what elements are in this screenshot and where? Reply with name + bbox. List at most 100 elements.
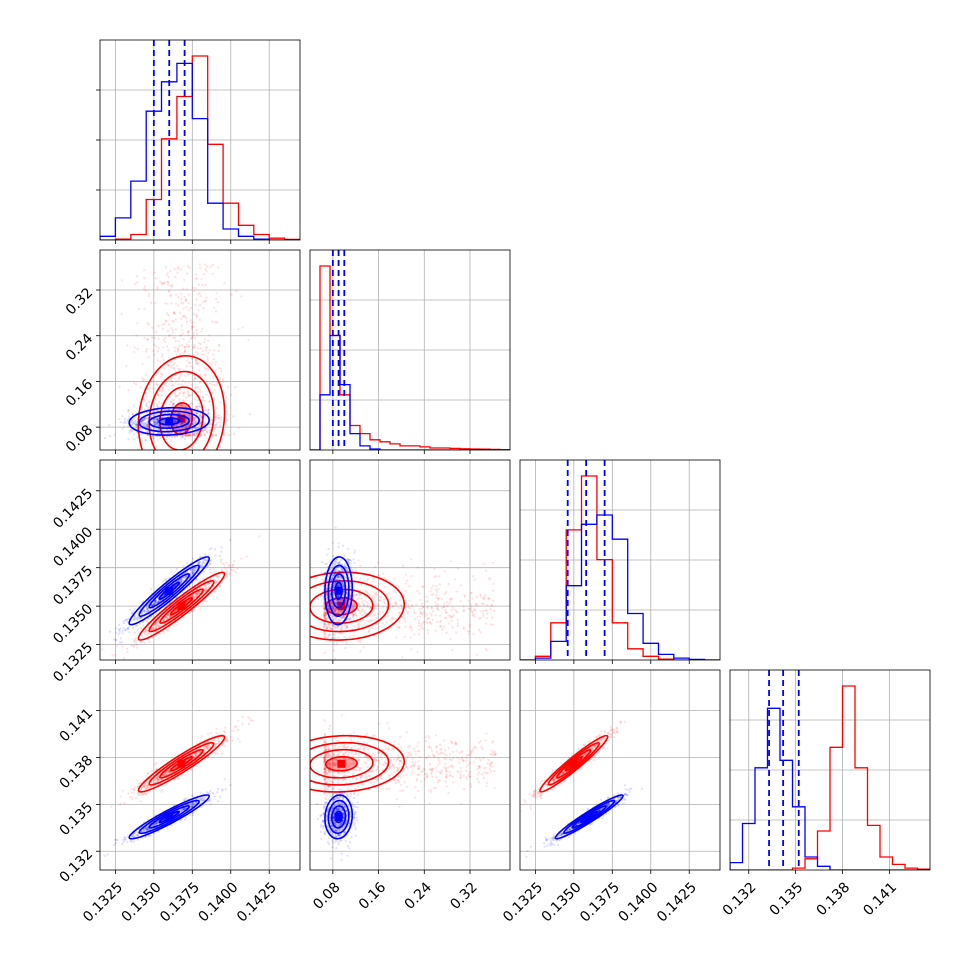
sample-point: [173, 346, 176, 349]
sample-point: [193, 411, 196, 414]
sample-point: [167, 349, 170, 352]
sample-point: [220, 546, 223, 549]
sample-point: [203, 338, 206, 341]
sample-point: [356, 623, 359, 626]
sample-point: [324, 612, 327, 615]
sample-point: [338, 584, 341, 587]
sample-point: [441, 607, 444, 610]
sample-point: [352, 595, 355, 598]
sample-point: [145, 347, 149, 351]
sample-point: [379, 582, 382, 586]
sample-point: [325, 627, 329, 630]
sample-point: [202, 586, 205, 589]
sample-point: [164, 384, 167, 387]
sample-point: [204, 587, 207, 591]
sample-point: [439, 614, 442, 617]
sample-point: [152, 387, 155, 391]
sample-point: [171, 384, 174, 387]
sample-point: [147, 406, 150, 409]
sample-point: [334, 578, 337, 581]
sample-point: [180, 416, 183, 419]
sample-point: [159, 436, 162, 439]
sample-point: [223, 577, 226, 580]
sample-point: [343, 635, 346, 639]
sample-point: [146, 425, 149, 428]
sample-point: [184, 417, 187, 420]
sample-point: [420, 626, 423, 629]
sample-point: [131, 421, 134, 424]
sample-point: [410, 575, 413, 578]
sample-point: [179, 268, 183, 271]
sample-point: [122, 622, 126, 625]
sample-point: [146, 434, 149, 437]
sample-point: [478, 617, 481, 620]
sample-point: [211, 433, 214, 436]
sample-point: [338, 578, 342, 582]
sample-point: [200, 415, 203, 418]
sample-point: [344, 646, 347, 649]
sample-point: [145, 629, 148, 632]
sample-point: [361, 625, 364, 628]
sample-point: [156, 622, 160, 626]
sample-point: [166, 425, 169, 428]
sample-point: [148, 400, 151, 403]
sample-point: [469, 608, 472, 611]
sample-point: [167, 425, 171, 428]
sample-point: [166, 615, 169, 618]
sample-point: [156, 288, 159, 291]
sample-point: [202, 559, 205, 562]
sample-point: [325, 618, 329, 621]
sample-point: [338, 601, 341, 604]
sample-point: [218, 344, 221, 347]
sample-point: [189, 570, 192, 573]
sample-point: [385, 593, 388, 597]
sample-point: [337, 617, 340, 621]
sample-point: [374, 591, 377, 594]
sample-point: [187, 415, 190, 418]
sample-point: [189, 423, 192, 426]
sample-point: [225, 561, 228, 564]
sample-point: [479, 595, 482, 598]
sample-point: [146, 604, 149, 607]
sample-point: [193, 568, 197, 572]
sample-point: [215, 310, 218, 313]
sample-point: [173, 367, 176, 370]
sample-point: [213, 384, 216, 387]
sample-point: [335, 561, 338, 564]
sample-point: [181, 405, 184, 408]
sample-point: [185, 316, 188, 320]
sample-point: [163, 382, 166, 385]
histogram-panel-1: [309, 249, 511, 454]
sample-point: [373, 619, 376, 622]
sample-point: [136, 431, 139, 434]
sample-point: [475, 653, 478, 656]
sample-point: [158, 599, 161, 602]
sample-point: [217, 266, 220, 269]
sample-point: [370, 619, 373, 622]
sample-point: [161, 281, 164, 284]
sample-point: [160, 416, 163, 419]
sample-point: [168, 411, 171, 415]
sample-point: [147, 400, 150, 403]
sample-point: [177, 348, 180, 351]
sample-point: [202, 350, 205, 353]
sample-point: [170, 365, 173, 368]
sample-point: [159, 424, 163, 427]
sample-point: [117, 628, 120, 631]
sample-point: [449, 615, 452, 618]
sample-point: [192, 422, 195, 425]
sample-point: [383, 602, 387, 605]
sample-point: [161, 387, 164, 390]
sample-point: [191, 422, 194, 425]
sample-point: [436, 605, 439, 608]
sample-point: [157, 423, 160, 426]
sample-point: [188, 414, 191, 417]
sample-point: [177, 427, 181, 431]
sample-point: [181, 417, 185, 420]
sample-point: [208, 362, 211, 365]
sample-point: [372, 578, 376, 581]
y-tick-label: 0.16: [63, 376, 96, 409]
sample-point: [462, 610, 465, 613]
sample-point: [152, 349, 155, 352]
sample-point: [188, 352, 191, 355]
